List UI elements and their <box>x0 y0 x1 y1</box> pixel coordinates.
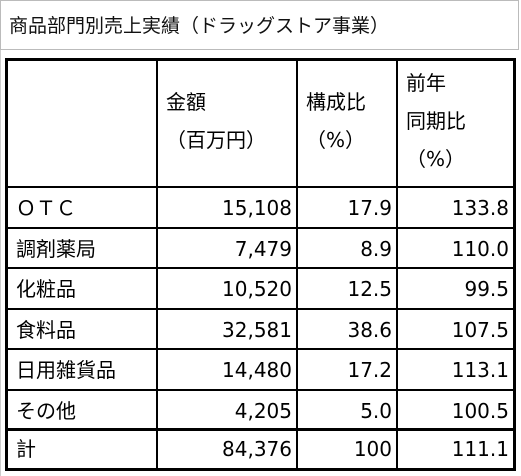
table-cell: 133.8 <box>398 188 513 229</box>
table-cell: ＯＴＣ <box>8 188 158 229</box>
header-line: 金額 <box>166 90 206 114</box>
table-cell: 8.9 <box>298 228 398 269</box>
table-cell: 110.0 <box>398 229 513 269</box>
header-line: 同期比 <box>406 109 466 133</box>
total-cell: 84,376 <box>158 431 298 468</box>
total-cell: 計 <box>8 431 158 468</box>
table-cell: 7,479 <box>158 228 298 269</box>
total-cell: 111.1 <box>451 437 509 461</box>
header-line: （%） <box>306 128 366 152</box>
table-cell: 15,108 <box>158 188 298 229</box>
header-line: 前年 <box>406 71 446 95</box>
header-cell <box>8 61 158 188</box>
table-cell: 14,480 <box>158 350 298 391</box>
header-line: （百万円） <box>166 128 266 152</box>
sheet-background <box>0 50 521 476</box>
table-cell: 調剤薬局 <box>8 228 158 269</box>
table-cell: 12.5 <box>298 269 398 310</box>
header-line: （%） <box>406 147 466 171</box>
table-cell: その他 <box>8 390 158 431</box>
table-cell: 5.0 <box>298 390 398 431</box>
table-cell: 38.6 <box>298 309 398 350</box>
header-cell: 構成比 （%） <box>298 61 398 188</box>
table-cell: 99.5 <box>398 269 513 310</box>
title: 商品部門別売上実績（ドラッグストア事業） <box>0 0 519 50</box>
table-cell: 日用雑貨品 <box>8 350 158 391</box>
header-line: 構成比 <box>306 90 366 114</box>
table-cell: 食料品 <box>8 309 158 350</box>
table-cell: 32,581 <box>158 309 298 350</box>
table-cell: 113.1 <box>398 350 513 391</box>
table-cell: 17.2 <box>298 350 398 391</box>
header-cell: 前年同期比 （%） <box>398 61 513 188</box>
sales-table: 金額 （百万円） 構成比 （%） 前年同期比 （%） ＯＴＣ 15,108 17.9 133.8 調… <box>5 58 516 471</box>
table-cell: 17.9 <box>298 188 398 229</box>
table-cell: 4,205 <box>158 390 298 431</box>
header-cell: 金額 （百万円） <box>158 61 298 188</box>
table-cell: 化粧品 <box>8 269 158 310</box>
total-cell: 100 <box>298 431 398 468</box>
table-cell: 10,520 <box>158 269 298 310</box>
table-cell: 100.5 <box>398 391 513 431</box>
table-cell: 107.5 <box>398 310 513 350</box>
